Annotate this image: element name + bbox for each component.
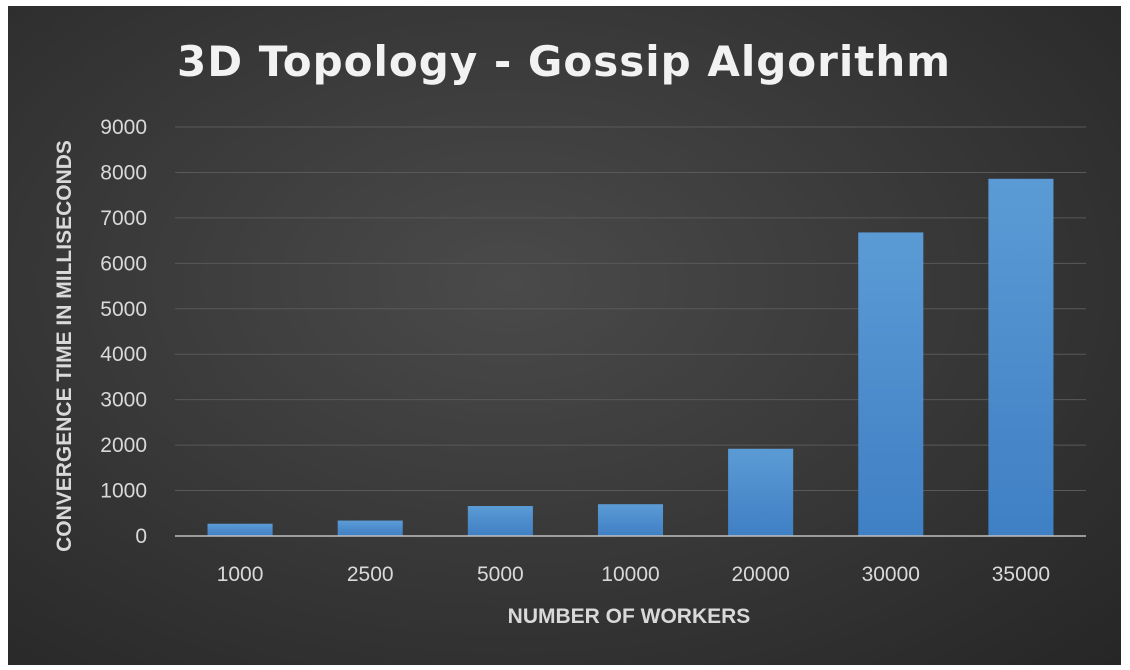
y-tick-label: 5000 [100, 298, 147, 321]
x-tick-label: 2500 [347, 563, 394, 586]
x-axis-ticks: 1000 2500 5000 10000 20000 30000 35000 [217, 563, 1050, 586]
bar-10000 [597, 504, 664, 536]
bars [175, 178, 1086, 537]
y-tick-label: 3000 [100, 389, 147, 412]
x-tick-label: 5000 [477, 563, 524, 586]
x-tick-label: 1000 [217, 563, 264, 586]
bar-5000 [467, 506, 533, 536]
x-tick-label: 20000 [731, 563, 789, 586]
x-axis-title: NUMBER OF WORKERS [508, 605, 751, 628]
x-tick-label: 35000 [992, 563, 1050, 586]
y-tick-label: 9000 [100, 116, 147, 139]
y-axis-title: CONVERGENCE TIME IN MILLISECONDS [53, 140, 76, 552]
y-tick-label: 8000 [100, 161, 147, 184]
y-tick-label: 1000 [100, 480, 147, 503]
y-axis-ticks: 0 1000 2000 3000 4000 5000 6000 7000 8000 9000 [100, 116, 147, 548]
y-tick-label: 0 [135, 525, 147, 548]
chart-area: 3D Topology - Gossip Algorithm 0 1000 2000… [8, 6, 1121, 665]
bar-30000 [858, 232, 924, 537]
bar-2500 [337, 520, 403, 536]
chart-title: 3D Topology - Gossip Algorithm [177, 37, 951, 86]
y-tick-label: 2000 [100, 434, 147, 457]
bar-chart: 3D Topology - Gossip Algorithm 0 1000 2000… [53, 37, 1086, 628]
y-tick-label: 7000 [100, 207, 147, 230]
bar-1000 [207, 523, 273, 536]
x-tick-label: 30000 [862, 563, 920, 586]
y-tick-label: 6000 [100, 252, 147, 275]
bar-35000 [988, 178, 1054, 536]
gridlines [175, 126, 1086, 492]
y-tick-label: 4000 [100, 343, 147, 366]
x-tick-label: 10000 [601, 563, 659, 586]
bar-20000 [728, 448, 794, 536]
